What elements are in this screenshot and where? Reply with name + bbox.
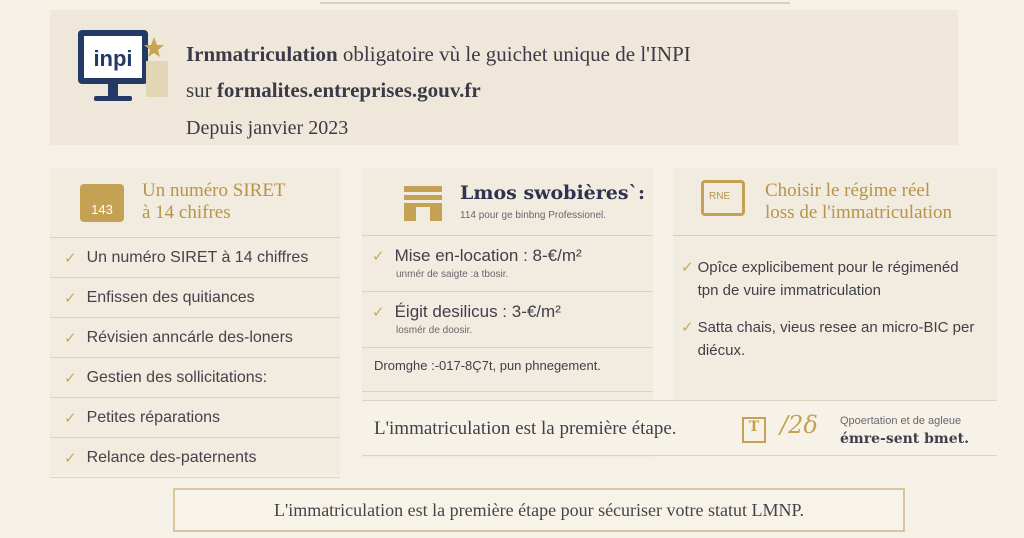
list-item: ✓ Enfissen des quitiances [50, 278, 340, 318]
fee-item: ✓ Mise en-location : 8-€/m² unmér de saigt… [362, 236, 653, 292]
mid-strip-note-bold: émre-sent bmet. [840, 431, 969, 447]
footer-banner: L'immatriculation est la première étape … [173, 488, 905, 532]
rne-icon: RNE [701, 180, 745, 216]
siret-column: 143 Un numéro SIRET à 14 chifres ✓ Un numé… [50, 168, 340, 478]
regime-title-2: loss de l'immatriculation [765, 202, 953, 223]
list-item: ✓ Relance des-paternents [50, 438, 340, 478]
check-icon: ✓ [64, 409, 77, 427]
siret-title-1: Un numéro SIRET [142, 180, 286, 201]
inpi-banner: inpi Irnmatriculation obligatoire vù le … [50, 10, 958, 145]
list-item: ✓ Satta chais, vieus resee an micro-BIC p… [673, 316, 997, 362]
siret-title-2: à 14 chifres [142, 202, 231, 223]
siret-card-icon: 143 [80, 184, 124, 222]
list-item: ✓ Opîce explicibement pour le régimenéd t… [673, 256, 997, 302]
mid-strip: L'immatriculation est la première étape.… [362, 400, 997, 456]
banner-title-rest: obligatoire vù le guichet unique de l'IN… [337, 42, 691, 66]
check-icon: ✓ [64, 329, 77, 347]
regime-column: RNE Choisir le régime réel loss de l'imma… [673, 168, 997, 400]
document-icon: T [742, 417, 766, 443]
list-item: ✓ Un numéro SIRET à 14 chiffres [50, 238, 340, 278]
footer-text: L'immatriculation est la première étape … [273, 499, 805, 520]
check-icon: ✓ [64, 249, 77, 267]
banner-title-bold: Irnmatriculation [186, 42, 338, 66]
check-icon: ✓ [372, 304, 385, 321]
signature-icon: /2δ [780, 411, 818, 439]
regime-title-1: Choisir le régime réel [765, 180, 931, 201]
check-icon: ✓ [681, 259, 694, 276]
fees-footer-note: Dromghe :-017-8Ç7t, pun phnegement. [362, 348, 653, 392]
list-item: ✓ Révisien anncárle des-loners [50, 318, 340, 358]
check-icon: ✓ [681, 319, 694, 336]
list-item: ✓ Petites réparations [50, 398, 340, 438]
mid-strip-text: L'immatriculation est la première étape. [374, 418, 677, 439]
check-icon: ✓ [64, 449, 77, 467]
fees-title: Lmos swobières`: [460, 182, 646, 204]
top-divider [320, 0, 790, 4]
fees-subtitle: 114 pour ge binbng Professionel. [460, 210, 607, 221]
website-link[interactable]: formalites.entreprises.gouv.fr [216, 78, 481, 102]
check-icon: ✓ [64, 289, 77, 307]
check-icon: ✓ [64, 369, 77, 387]
fee-item: ✓ Éigit desilicus : 3-€/m² losmér de doosi… [362, 292, 653, 348]
building-icon [144, 37, 168, 97]
svg-text:inpi: inpi [93, 46, 132, 71]
banner-date: Depuis janvier 2023 [186, 117, 349, 139]
banner-prefix: sur [186, 78, 217, 102]
arch-icon [404, 186, 442, 221]
mid-strip-note: Qpoertation et de agleue [840, 415, 962, 427]
list-item: ✓ Gestien des sollicitations: [50, 358, 340, 398]
check-icon: ✓ [372, 248, 385, 265]
inpi-monitor-icon: inpi [78, 30, 148, 101]
